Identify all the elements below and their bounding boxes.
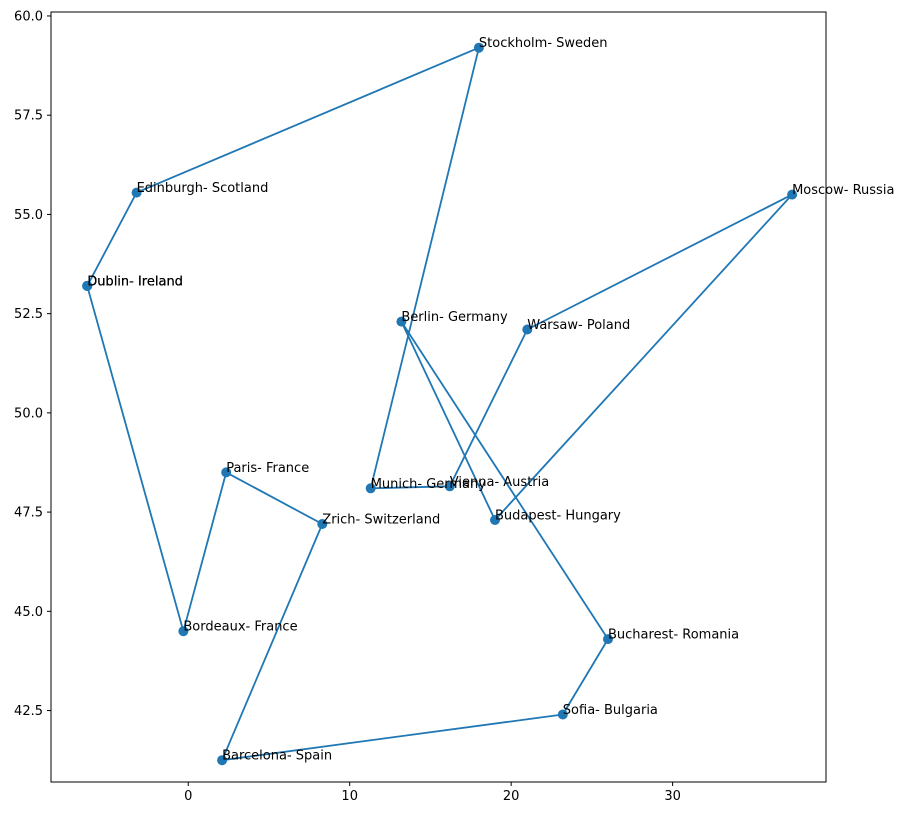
y-tick-label: 55.0 [14,208,43,223]
city-point [490,515,500,525]
y-tick-label: 42.5 [14,704,43,719]
y-tick-label: 52.5 [14,307,43,322]
city-point [217,755,228,766]
city-label: Warsaw- Poland [527,318,630,333]
city-point [178,626,189,637]
city-point [396,316,407,327]
city-label: Budapest- Hungary [495,509,621,524]
x-tick-label: 20 [503,789,520,804]
y-tick-label: 45.0 [14,605,43,620]
y-tick-label: 50.0 [14,406,43,421]
city-point [221,467,232,478]
city-label: Bucharest- Romania [608,628,739,643]
y-tick-label: 60.0 [14,9,43,24]
city-label: Edinburgh- Scotland [137,181,269,196]
city-point [557,709,568,720]
city-point [522,324,533,335]
y-tick-label: 57.5 [14,109,43,124]
city-point [82,280,93,291]
x-axis: 0 10 20 30 [184,782,681,804]
city-point [317,519,328,529]
axes-frame [50,11,827,783]
city-point [473,42,484,53]
city-label: Sofia- Bulgaria [563,703,658,718]
city-label: Stockholm- Sweden [479,36,608,51]
y-axis: 42.5 45.0 47.5 50.0 52.5 55.0 57.5 60.0 [14,9,51,719]
city-label: Barcelona- Spain [222,749,332,764]
city-point [603,634,613,645]
city-point [365,483,376,494]
city-point [787,189,798,200]
city-label: Dublin- Ireland [87,274,183,289]
city-label: Vienna- Austria [450,475,549,490]
route-line [86,46,793,762]
city-label: Munich- Germany [371,477,487,492]
city-label: Zrich- Switzerland [322,513,440,528]
city-label: Bordeaux- France [183,620,297,635]
city-label: Paris- France [226,461,309,476]
x-tick-label: 30 [664,789,681,804]
city-point [444,481,455,492]
city-label: Berlin- Germany [401,310,508,325]
y-tick-label: 47.5 [14,506,43,521]
city-label: Moscow- Russia [792,183,894,198]
x-tick-label: 0 [184,789,192,804]
x-tick-label: 10 [341,789,358,804]
city-point [131,187,142,198]
city-label: Dublin- Ireland [87,274,183,289]
city-label: Dublin- Ireland [87,274,183,289]
